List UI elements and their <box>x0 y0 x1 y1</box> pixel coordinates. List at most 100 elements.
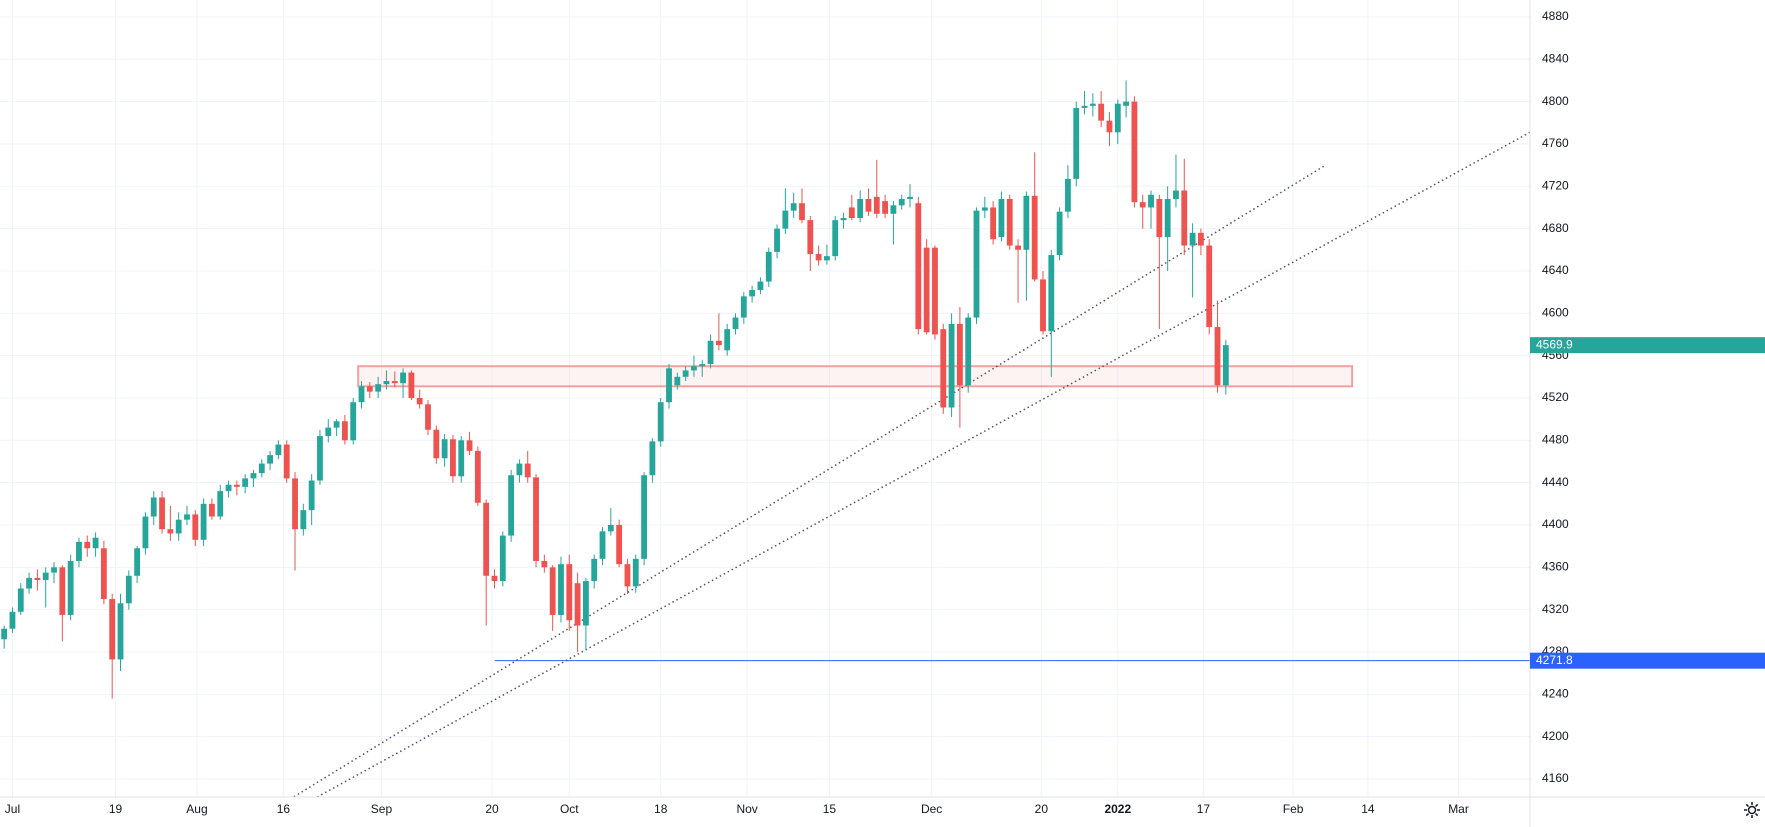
y-tick-label: 4240 <box>1542 687 1569 701</box>
y-tick-label: 4400 <box>1542 517 1569 531</box>
candle-body <box>142 516 149 549</box>
candle-body <box>782 210 789 229</box>
candle-body <box>582 581 589 626</box>
candle-body <box>300 510 307 530</box>
candle-body <box>474 450 481 503</box>
trend-line <box>292 164 1326 797</box>
x-tick-label: 17 <box>1197 802 1211 816</box>
candle-body <box>175 519 182 534</box>
candle-body <box>167 529 174 534</box>
candle-body <box>1156 198 1163 238</box>
y-tick-label: 4160 <box>1542 771 1569 785</box>
candle-body <box>1081 105 1088 108</box>
candle-body <box>1048 255 1055 332</box>
candle-body <box>699 364 706 367</box>
candle-body <box>558 564 564 615</box>
candle-body <box>757 281 764 291</box>
candle-body <box>466 440 473 451</box>
candle-body <box>400 372 406 384</box>
candle-body <box>184 514 190 520</box>
candle-body <box>981 207 988 211</box>
candle-body <box>1006 198 1013 246</box>
x-tick-label: 14 <box>1361 802 1375 816</box>
y-tick-label: 4320 <box>1542 602 1569 616</box>
candle-body <box>292 478 298 530</box>
candle-body <box>765 251 772 282</box>
candle-body <box>740 296 747 318</box>
candle-body <box>59 567 66 615</box>
x-tick-label: Mar <box>1448 802 1469 816</box>
y-tick-label: 4520 <box>1542 390 1569 404</box>
x-tick-label: 18 <box>654 802 668 816</box>
candle-body <box>832 220 839 257</box>
candle-body <box>691 366 697 371</box>
x-tick-label: Feb <box>1283 802 1304 816</box>
x-tick-label: Aug <box>186 802 207 816</box>
candle-body <box>375 384 382 392</box>
candle-body <box>1031 195 1038 280</box>
x-tick-label: 2022 <box>1104 802 1131 816</box>
candle-body <box>1148 194 1154 208</box>
price-label-box <box>1530 337 1765 354</box>
y-tick-label: 4600 <box>1542 305 1569 319</box>
candle-body <box>341 421 348 441</box>
candle-body <box>1015 245 1021 250</box>
candle-body <box>150 497 157 517</box>
candle-body <box>898 198 905 206</box>
candle-body <box>657 402 664 442</box>
candle-body <box>1206 245 1213 328</box>
candle-body <box>42 572 49 581</box>
candle-body <box>425 404 431 430</box>
candle-body <box>408 372 415 398</box>
candle-body <box>209 503 215 517</box>
candle-body <box>1065 178 1071 212</box>
line-label: 4271.8 <box>1536 653 1573 667</box>
candle-body <box>100 548 107 600</box>
candle-body <box>117 603 124 660</box>
candle-body <box>516 463 523 476</box>
candle-body <box>732 317 739 330</box>
candle-body <box>283 444 290 479</box>
candle-body <box>566 564 573 621</box>
y-tick-label: 4800 <box>1542 94 1569 108</box>
candle-body <box>366 386 373 392</box>
candle-body <box>1189 232 1196 246</box>
y-tick-label: 4360 <box>1542 559 1569 573</box>
y-tick-label: 4480 <box>1542 432 1569 446</box>
candle-body <box>1023 195 1030 250</box>
candle-body <box>857 198 864 219</box>
axes: 4160420042404280432043604400444044804520… <box>5 9 1765 816</box>
candle-body <box>358 386 365 403</box>
candle-body <box>258 463 265 474</box>
candle-body <box>67 560 74 615</box>
candle-body <box>915 203 922 330</box>
settings-icon[interactable] <box>1744 802 1760 818</box>
candle-body <box>325 427 332 437</box>
candle-body <box>192 514 199 540</box>
candle-body <box>649 441 656 476</box>
candle-body <box>242 478 249 487</box>
candle-body <box>383 381 390 385</box>
x-tick-label: 20 <box>1035 802 1049 816</box>
candle-body <box>391 381 398 384</box>
candle-body <box>807 220 814 255</box>
candle-body <box>1056 211 1063 256</box>
candle-body <box>1089 103 1096 106</box>
x-tick-label: Dec <box>921 802 942 816</box>
candle-body <box>641 475 647 559</box>
candle-body <box>308 480 315 511</box>
candle-body <box>433 429 440 459</box>
candle-body <box>948 323 955 408</box>
plot-area <box>1 80 1530 797</box>
candle-body <box>616 524 623 565</box>
candle-body <box>1106 120 1113 133</box>
candle-body <box>990 207 997 240</box>
candle-body <box>533 477 539 561</box>
candle-body <box>973 210 980 318</box>
candle-body <box>9 611 16 629</box>
x-tick-label: Oct <box>560 802 579 816</box>
candle-body <box>848 207 855 219</box>
candle-body <box>267 455 274 464</box>
candle-body <box>1173 190 1179 199</box>
candle-body <box>416 397 423 405</box>
